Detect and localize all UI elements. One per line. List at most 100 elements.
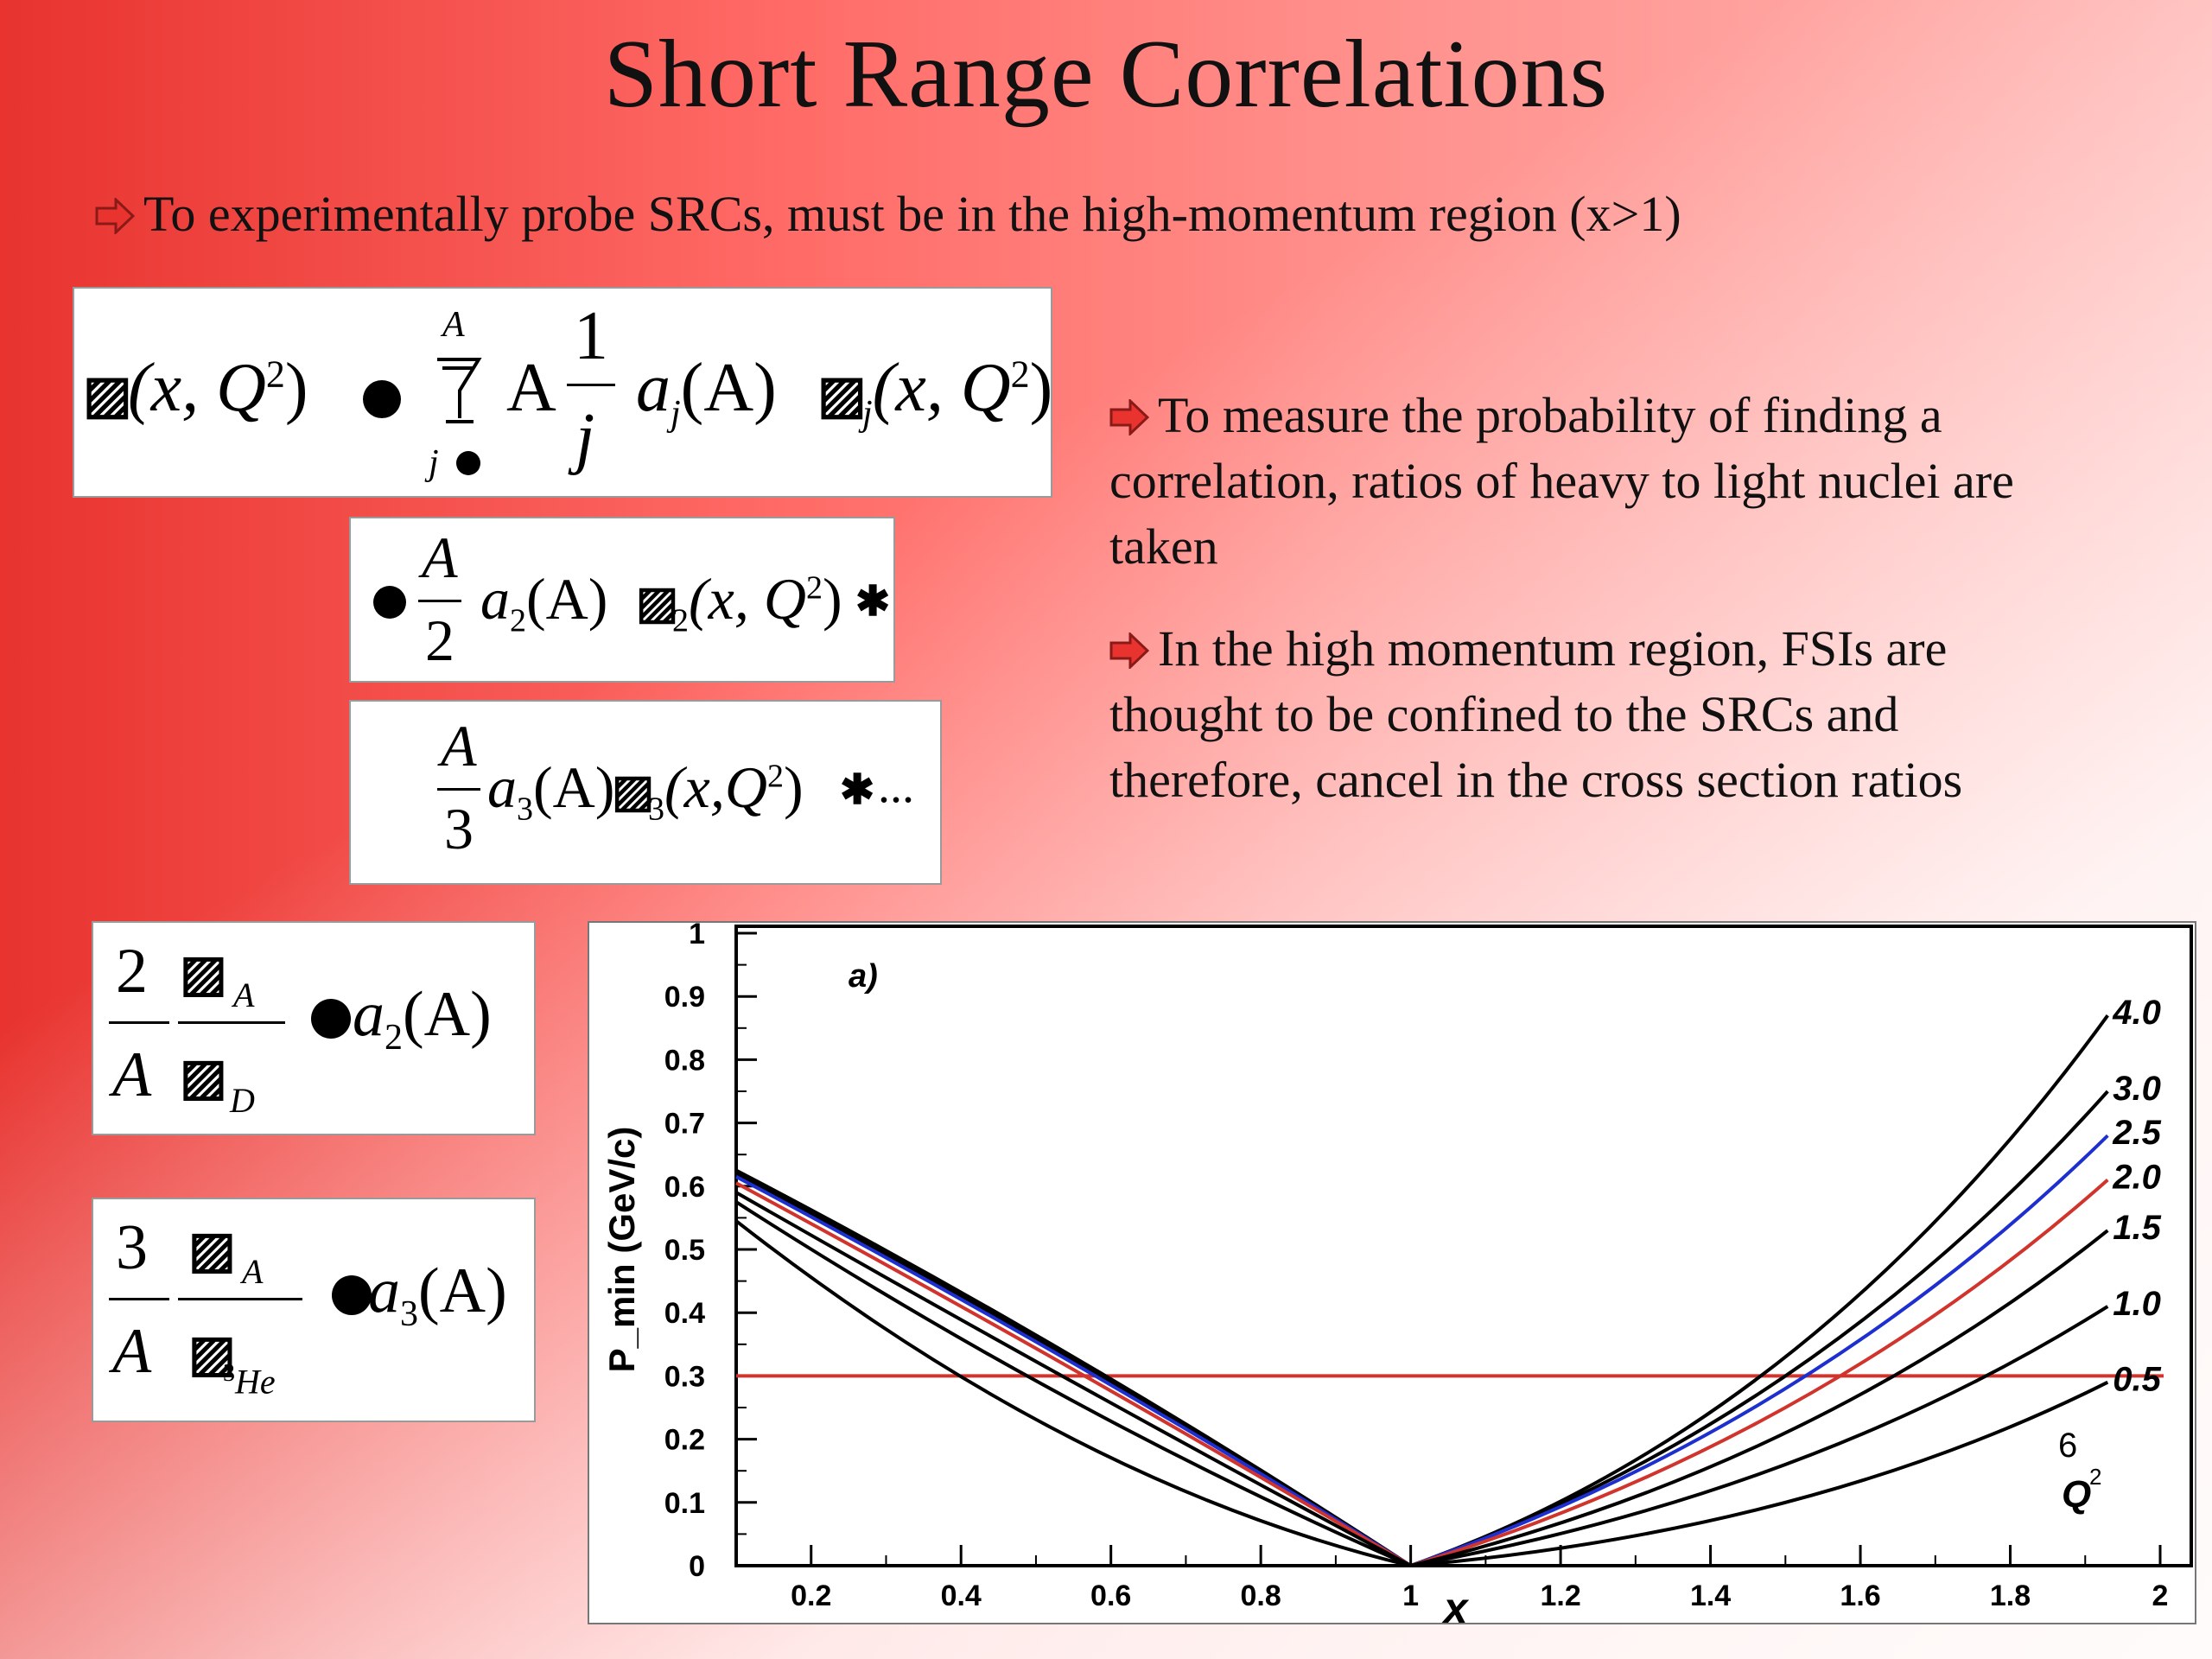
- sigma-sub-a: A: [233, 976, 255, 1014]
- x-tick-label: 1.4: [1690, 1580, 1731, 1612]
- bullet-ratios: To measure the probability of finding a …: [1109, 383, 2014, 580]
- series-line-left-q2-1.5: [735, 1191, 1412, 1567]
- series-line-left-q2-2.0: [735, 1181, 1412, 1567]
- y-tick-label: 0.1: [664, 1487, 705, 1520]
- y-tick-label: 0: [689, 1550, 705, 1583]
- y-tick-label: 0.4: [664, 1297, 705, 1330]
- fraction-bar: [567, 384, 615, 386]
- right-arrow-bullet-icon: [1109, 632, 1149, 669]
- eq-factor-a: A: [506, 350, 556, 426]
- equation-term-2-box: A 2 a2(A) ▨ 2(x, Q2) ✱: [349, 517, 895, 683]
- missing-symbol-icon: ✱: [855, 579, 891, 625]
- bullet-text: To experimentally probe SRCs, must be in…: [143, 186, 1681, 242]
- legend-title: Q: [2062, 1473, 2091, 1516]
- chart-svg: 0 0.1 0.2 0.3 0.4 0.5 0.6 0.7 0.8 0.9 1 0.2 0.4 0.6 0.…: [601, 918, 2193, 1632]
- equals-dot-icon: [311, 999, 351, 1039]
- pmin-vs-x-chart: 0 0.1 0.2 0.3 0.4 0.5 0.6 0.7 0.8 0.9 1 0.2 0.4 0.6 0.…: [588, 918, 2196, 1632]
- missing-symbol-icon: ▨: [188, 1222, 236, 1278]
- frac-denominator: 3: [444, 796, 474, 861]
- missing-symbol-icon: ▨: [817, 366, 867, 423]
- y-tick-label: 0.2: [664, 1424, 705, 1457]
- series-line-left-q2-1.0: [734, 1200, 1412, 1567]
- panel-label: a): [849, 958, 878, 995]
- frac-denominator: A: [112, 1316, 152, 1387]
- series-line-right-q2-1.5: [1410, 1229, 2109, 1567]
- bullet-line: To measure the probability of finding a: [1158, 387, 1942, 443]
- sigma-sub-a: A: [242, 1252, 264, 1291]
- sum-upper-limit: A: [442, 305, 465, 345]
- series-label-2.5: 2.5: [2112, 1114, 2161, 1152]
- bullet-line: In the high momentum region, FSIs are: [1158, 620, 1948, 677]
- sum-symbol-icon: [437, 358, 482, 423]
- y-tick-label: 0.7: [664, 1108, 705, 1141]
- x-tick-label: 0.4: [941, 1580, 982, 1612]
- x-tick-label: 0.8: [1241, 1580, 1281, 1612]
- x-tick-label: 2: [2152, 1580, 2169, 1612]
- fraction-bar: [437, 788, 480, 791]
- bullet-probe-srcs: To experimentally probe SRCs, must be in…: [95, 181, 1681, 247]
- equals-dot-icon: [373, 586, 406, 619]
- y-axis-label: P_min (GeV/c): [601, 1127, 642, 1373]
- missing-symbol-icon: ▨: [180, 945, 227, 1001]
- fraction-bar: [178, 1021, 285, 1024]
- frac-numerator: A: [422, 524, 458, 590]
- eq-lhs: (x, Q2): [128, 350, 308, 426]
- legend-title-sup: 2: [2089, 1464, 2101, 1490]
- bullet-line: thought to be confined to the SRCs and: [1109, 686, 1899, 742]
- eq-term: aj(A): [636, 350, 777, 434]
- right-arrow-bullet-icon: [95, 198, 135, 234]
- sum-lower-dot-icon: [456, 451, 480, 475]
- x-tick-label: 1.8: [1990, 1580, 2031, 1612]
- series-line-right-q2-0.5: [1410, 1380, 2109, 1567]
- y-tick-label: 0.3: [664, 1360, 705, 1393]
- series-line-left-q2-2.5: [735, 1175, 1412, 1567]
- x-tick-label: 1: [1402, 1580, 1419, 1612]
- eq-sigma-j: j(x, Q2): [862, 350, 1053, 434]
- sum-lower-index: j: [429, 443, 439, 483]
- sigma-sub-d: D: [230, 1081, 255, 1120]
- series-label-0.5: 0.5: [2113, 1361, 2161, 1399]
- frac-numerator: A: [441, 713, 477, 779]
- fraction-bar: [109, 1298, 169, 1300]
- x-axis-label: x: [1441, 1584, 1470, 1623]
- series-label-4.0: 4.0: [2112, 994, 2161, 1032]
- y-tick-label: 0.9: [664, 981, 705, 1014]
- eq-rhs: a2(A): [353, 979, 492, 1058]
- equation-ratio-he3-box: 3 A ▨ A ▨ 3He a3(A): [92, 1198, 536, 1422]
- eq-term: a3(A): [487, 754, 615, 828]
- missing-symbol-icon: ▨: [636, 579, 679, 628]
- y-tick-label: 0.6: [664, 1171, 705, 1204]
- series-label-2.0: 2.0: [2112, 1158, 2161, 1196]
- series-label-3.0: 3.0: [2113, 1070, 2161, 1108]
- missing-symbol-icon: ✱: [840, 767, 875, 813]
- bullet-fsi: In the high momentum region, FSIs are th…: [1109, 616, 1962, 813]
- fraction-bar: [109, 1021, 169, 1024]
- x-tick-label: 1.2: [1540, 1580, 1580, 1612]
- eq-sigma-3: 3(x,Q2): [648, 754, 804, 828]
- series-line-right-q2-2.5: [1409, 1134, 2109, 1567]
- plot-frame: [734, 925, 2193, 1567]
- fraction-bar: [178, 1298, 302, 1300]
- equals-dot-icon: [363, 380, 401, 418]
- missing-symbol-icon: ▨: [612, 767, 655, 817]
- frac-denominator: j: [575, 400, 595, 476]
- eq-ellipsis: ...: [878, 760, 914, 813]
- x-tick-label: 1.6: [1840, 1580, 1880, 1612]
- series-line-right-q2-3.0: [1409, 1090, 2109, 1567]
- sigma-sub-he3: 3He: [223, 1360, 276, 1402]
- frac-numerator: 2: [116, 936, 148, 1007]
- missing-symbol-icon: ▨: [188, 1325, 236, 1382]
- fraction-bar: [418, 600, 461, 602]
- y-tick-label: 0.5: [664, 1234, 705, 1267]
- series-line-right-q2-1.0: [1410, 1305, 2109, 1567]
- legend-note: 6: [2058, 1427, 2077, 1465]
- series-label-1.5: 1.5: [2113, 1209, 2161, 1247]
- equals-dot-icon: [332, 1275, 372, 1315]
- series-line-left-q2-0.5: [734, 1219, 1412, 1567]
- eq-rhs: a3(A): [368, 1255, 507, 1334]
- series-label-1.0: 1.0: [2113, 1285, 2161, 1323]
- frac-denominator: 2: [425, 607, 454, 673]
- equation-ratio-d-box: 2 A ▨ A ▨ D a2(A): [92, 921, 536, 1135]
- x-tick-label: 0.6: [1090, 1580, 1131, 1612]
- frac-denominator: A: [112, 1039, 152, 1110]
